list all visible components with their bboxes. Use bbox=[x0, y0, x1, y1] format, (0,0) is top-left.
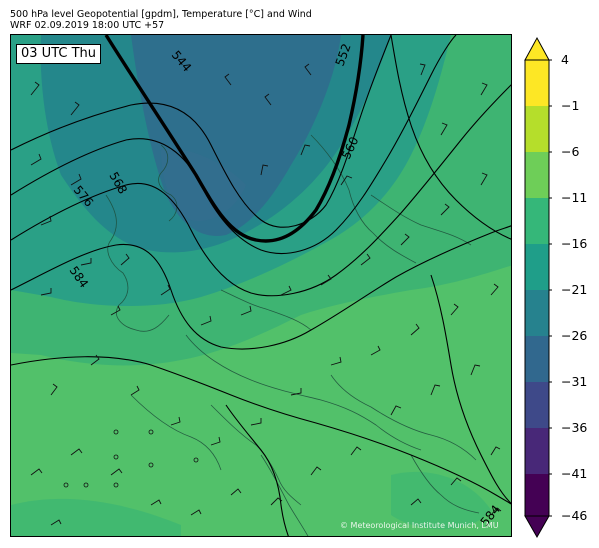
colorbar-tick-label: −11 bbox=[561, 190, 588, 205]
contour-576 bbox=[11, 84, 511, 297]
colorbar-tick-label: 4 bbox=[561, 52, 569, 67]
colorbar-tick-label: −6 bbox=[561, 144, 580, 159]
contour-east bbox=[390, 35, 511, 240]
map-subtitle: WRF 02.09.2019 18:00 UTC +57 bbox=[10, 20, 165, 31]
colorbar-svg bbox=[524, 36, 552, 539]
valid-time-label: 03 UTC Thu bbox=[16, 44, 101, 64]
copyright-notice: © Meteorological Institute Munich, LMU bbox=[340, 521, 499, 530]
colorbar-bin-8 bbox=[525, 382, 549, 428]
colorbar-bin-6 bbox=[525, 290, 549, 336]
colorbar bbox=[522, 36, 552, 539]
colorbar-tick-label: −26 bbox=[561, 328, 588, 343]
temperature-patch-southwest bbox=[11, 498, 181, 536]
colorbar-bin-2 bbox=[525, 106, 549, 152]
wind-barbs bbox=[30, 63, 502, 526]
colorbar-ticks bbox=[549, 59, 552, 517]
temperature-patch-southeast bbox=[391, 471, 491, 530]
map-canvas: 544 552 560 568 576 584 584 bbox=[11, 35, 511, 536]
contour-south bbox=[225, 404, 289, 536]
colorbar-tick-label: −31 bbox=[561, 374, 588, 389]
colorbar-bin-9 bbox=[525, 428, 549, 474]
colorbar-outline bbox=[524, 59, 550, 517]
contour-552-bold bbox=[104, 35, 365, 243]
colorbar-bin-4 bbox=[525, 198, 549, 244]
colorbar-tick-label: −21 bbox=[561, 282, 588, 297]
contour-592 bbox=[11, 356, 511, 505]
colorbar-tick-label: −1 bbox=[561, 98, 580, 113]
contour-584 bbox=[11, 225, 511, 350]
colorbar-tick-label: −41 bbox=[561, 466, 588, 481]
colorbar-tick-label: −16 bbox=[561, 236, 588, 251]
colorbar-bin-3 bbox=[525, 152, 549, 198]
contour-560 bbox=[11, 35, 392, 228]
map-panel: 544 552 560 568 576 584 584 bbox=[10, 34, 512, 537]
geopotential-contours bbox=[11, 35, 511, 536]
calm-wind-markers bbox=[63, 429, 199, 488]
colorbar-extend-bottom bbox=[524, 515, 550, 539]
colorbar-extend-top bbox=[524, 36, 550, 61]
contour-southeast bbox=[430, 274, 511, 504]
colorbar-bin-10 bbox=[525, 474, 549, 516]
colorbar-tick-label: −36 bbox=[561, 420, 588, 435]
colorbar-tick-label: −46 bbox=[561, 508, 588, 523]
contour-568 bbox=[11, 35, 457, 254]
map-title: 500 hPa level Geopotential [gpdm], Tempe… bbox=[10, 9, 312, 20]
colorbar-bin-1 bbox=[525, 60, 549, 106]
colorbar-bin-7 bbox=[525, 336, 549, 382]
colorbar-bin-5 bbox=[525, 244, 549, 290]
